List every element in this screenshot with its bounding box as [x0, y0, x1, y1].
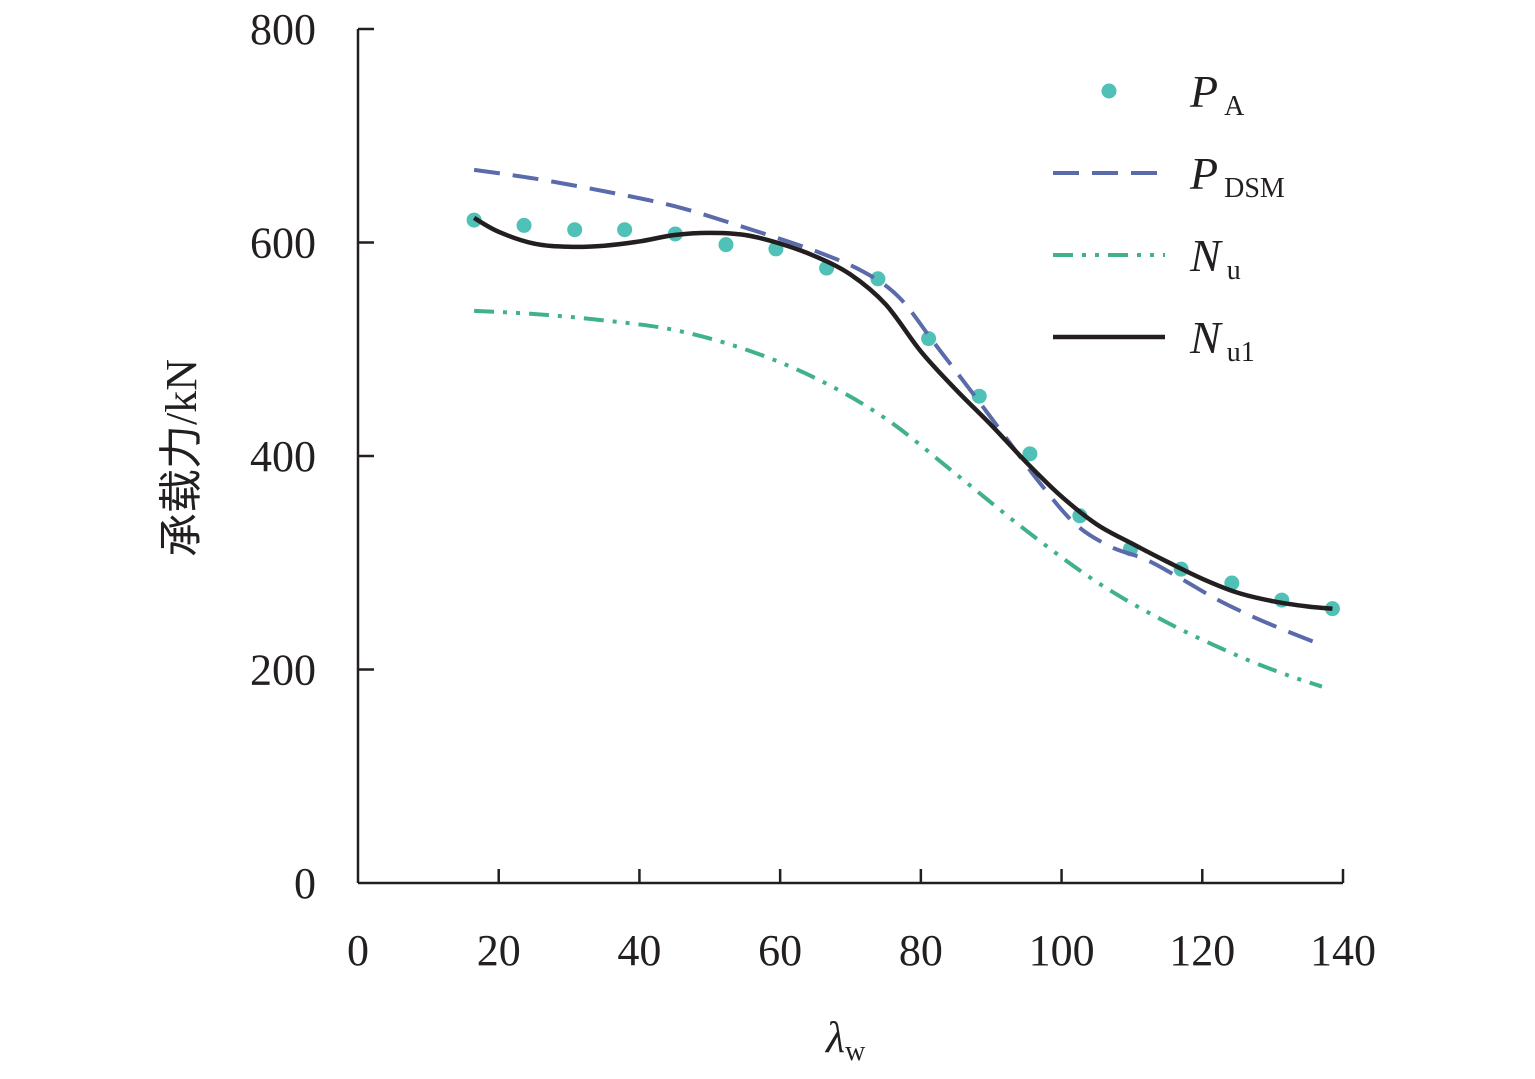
point-pa-11 [1022, 446, 1038, 462]
legend-label-main: N [1189, 312, 1223, 363]
point-pa-8 [870, 271, 886, 287]
legend-label-sub: A [1224, 91, 1245, 122]
series-nu1 [472, 215, 1333, 611]
legend-label-sub: DSM [1224, 173, 1285, 204]
legend-symbol-pa [1101, 83, 1117, 99]
x-tick-label-60: 60 [758, 926, 802, 975]
x-axis-title: λw [824, 1013, 866, 1067]
x-tick-label-0: 0 [347, 926, 369, 975]
y-tick-label-200: 200 [250, 646, 316, 695]
series-nu [473, 308, 1323, 689]
x-tick-label-40: 40 [617, 926, 661, 975]
tick-labels: 0 20 40 60 80 100 120 140 0 200 400 600 800 [250, 5, 1376, 975]
y-tick-label-400: 400 [250, 432, 316, 481]
point-pa-10 [971, 388, 987, 404]
y-tick-label-600: 600 [250, 219, 316, 268]
legend-item-pdsm: P DSM [1053, 148, 1285, 204]
y-tick-label-800: 800 [250, 5, 316, 54]
x-tick-label-80: 80 [899, 926, 943, 975]
legend-label-sub: u1 [1227, 337, 1255, 368]
x-tick-label-140: 140 [1310, 926, 1376, 975]
x-tick-label-120: 120 [1169, 926, 1235, 975]
x-axis-title-sub: w [845, 1036, 866, 1067]
point-pa-15 [1224, 575, 1240, 591]
line-nu [473, 308, 1323, 689]
legend-label-main: P [1189, 148, 1218, 199]
legend-label-main: N [1189, 230, 1223, 281]
x-axis-title-main: λ [824, 1013, 845, 1062]
point-pa-3 [617, 222, 633, 238]
line-nu1 [472, 215, 1333, 611]
series-pdsm [473, 167, 1323, 647]
point-pa-2 [567, 222, 583, 238]
point-pa-9 [921, 331, 937, 347]
x-tick-label-20: 20 [477, 926, 521, 975]
ticks [358, 27, 1345, 883]
point-pa-5 [718, 237, 734, 253]
legend-label-sub: u [1227, 255, 1241, 286]
x-tick-label-100: 100 [1029, 926, 1095, 975]
legend-label-pdsm: P DSM [1189, 148, 1285, 204]
y-axis-title: 承载力/kN [157, 359, 206, 557]
point-pa-1 [516, 217, 532, 233]
series-layer [466, 167, 1340, 689]
line-pdsm [473, 167, 1323, 647]
y-tick-label-0: 0 [294, 859, 316, 908]
legend-label-main: P [1189, 66, 1218, 117]
